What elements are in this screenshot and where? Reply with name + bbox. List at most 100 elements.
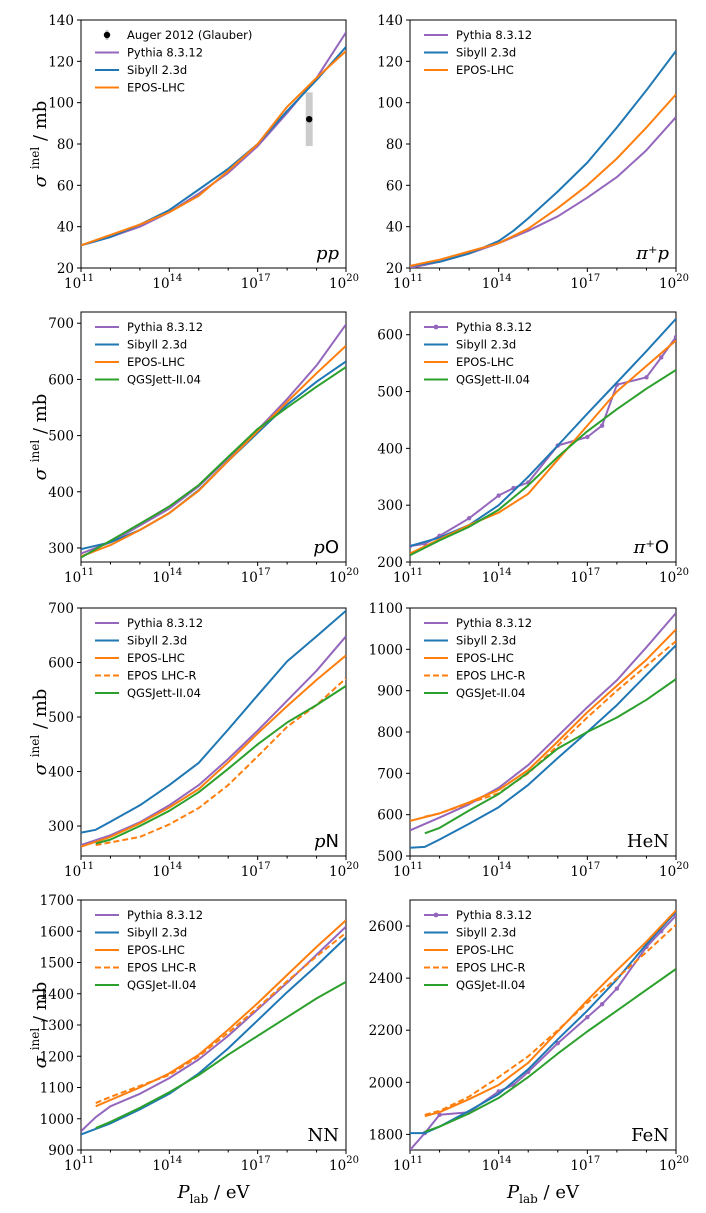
y-tick-label: 1100 bbox=[369, 601, 403, 617]
y-tick-label: 900 bbox=[377, 684, 403, 700]
y-tick-label: 600 bbox=[48, 656, 74, 672]
x-tick-label: 1017 bbox=[241, 861, 271, 880]
y-tick-label: 300 bbox=[48, 541, 74, 557]
series-line-epos-lhc-r bbox=[95, 932, 346, 1105]
x-tick-label: 1011 bbox=[64, 273, 94, 292]
series-line-sibyll-2-3d bbox=[410, 50, 676, 267]
y-tick-label: 1700 bbox=[40, 893, 74, 909]
legend-label-pythia-8-3-12: Pythia 8.3.12 bbox=[127, 46, 203, 60]
legend-label-pythia-8-3-12: Pythia 8.3.12 bbox=[127, 908, 203, 922]
legend-label-sibyll-2-3d: Sibyll 2.3d bbox=[127, 634, 187, 648]
series-line-sibyll-2-3d bbox=[410, 318, 676, 548]
panel-pi-p: 20 40 60 80 100 120 140 1011 1014 1017 1020 Pythia … bbox=[377, 13, 689, 292]
y-tick-label: 120 bbox=[377, 54, 403, 70]
y-tick-label: 80 bbox=[386, 137, 403, 153]
legend: Pythia 8.3.12 Sibyll 2.3d EPOS-LHC EPOS LHC… bbox=[424, 616, 532, 700]
panel-pi-o: 200 300 400 500 600 1011 1014 1017 1020 Pythia 8.… bbox=[377, 311, 689, 586]
series-point-pythia bbox=[599, 1001, 605, 1007]
y-tick-label: 700 bbox=[377, 766, 403, 782]
y-tick-label: 80 bbox=[57, 137, 74, 153]
legend-label-sibyll-2-3d: Sibyll 2.3d bbox=[456, 634, 516, 648]
legend: Pythia 8.3.12 Sibyll 2.3d EPOS-LHC EPOS LHC… bbox=[95, 616, 203, 700]
series-point-pythia bbox=[599, 423, 605, 428]
panel-hen: 500 600 700 800 900 1000 1100 1011 1014 1017 1020 P… bbox=[369, 601, 689, 880]
legend-label-epos-lhc: EPOS-LHC bbox=[456, 651, 514, 665]
x-axis-label: Plab / eV bbox=[177, 1182, 251, 1206]
plot-area bbox=[410, 909, 676, 1150]
series-line-epos-lhc-r bbox=[424, 640, 676, 818]
x-tick-label: 1014 bbox=[152, 1155, 182, 1174]
x-tick-label: 1017 bbox=[241, 1155, 271, 1174]
series-line-sibyll-2-3d bbox=[410, 911, 676, 1135]
legend-label-epos-lhc-r: EPOS LHC-R bbox=[456, 961, 525, 975]
x-tick-label: 1011 bbox=[393, 273, 423, 292]
legend: Pythia 8.3.12 Sibyll 2.3d EPOS-LHC EPOS LHC… bbox=[424, 908, 532, 992]
y-tick-label: 500 bbox=[377, 849, 403, 865]
y-tick-label: 40 bbox=[57, 220, 74, 236]
legend-label-sibyll-2-3d: Sibyll 2.3d bbox=[456, 46, 516, 60]
plot-area bbox=[81, 323, 346, 559]
x-tick-label: 1014 bbox=[482, 273, 512, 292]
panel-fen: 1800 2000 2200 2400 2600 1011 1014 1017 1020 Pyth… bbox=[369, 899, 689, 1206]
series-point-pythia bbox=[673, 334, 676, 340]
series-point-pythia bbox=[496, 493, 501, 498]
y-tick-label: 700 bbox=[48, 601, 74, 617]
plot-frame bbox=[80, 607, 347, 857]
auger-data-point bbox=[305, 116, 313, 123]
y-tick-label: 400 bbox=[48, 485, 74, 501]
series-line-qgsjet-ii-04 bbox=[424, 678, 676, 835]
legend-label-sibyll-2-3d: Sibyll 2.3d bbox=[127, 63, 187, 77]
x-tick-label: 1020 bbox=[329, 1155, 359, 1174]
legend-label-epos-lhc: EPOS-LHC bbox=[127, 81, 185, 95]
y-tick-label: 40 bbox=[386, 220, 403, 236]
panel-label: NN bbox=[308, 1125, 340, 1146]
x-tick-label: 1011 bbox=[64, 1155, 94, 1174]
y-tick-label: 100 bbox=[48, 96, 74, 112]
x-tick-label: 1014 bbox=[482, 861, 512, 880]
legend-label-qgsjett-ii-04: QGSJett-II.04 bbox=[127, 373, 201, 387]
plot-area bbox=[81, 919, 346, 1136]
series-point-pythia bbox=[466, 516, 472, 521]
panel-label: pN bbox=[314, 831, 339, 852]
legend-label-qgsjett-ii-04: QGSJett-II.04 bbox=[456, 373, 530, 387]
plot-area bbox=[410, 612, 676, 849]
x-tick-label: 1020 bbox=[659, 273, 689, 292]
plot-area bbox=[81, 31, 346, 247]
x-tick-label: 1020 bbox=[659, 861, 689, 880]
legend: Pythia 8.3.12 Sibyll 2.3d EPOS-LHC QGSJett-… bbox=[424, 320, 532, 387]
legend-marker-pythia bbox=[433, 912, 439, 918]
series-line-epos-lhc bbox=[81, 344, 346, 558]
series-line-sibyll-2-3d bbox=[81, 360, 346, 551]
y-tick-label: 1200 bbox=[40, 1049, 74, 1065]
series-line-pythia-8-3-12 bbox=[81, 635, 346, 847]
plot-area bbox=[410, 318, 676, 557]
y-tick-label: 140 bbox=[377, 13, 403, 29]
legend-label-sibyll-2-3d: Sibyll 2.3d bbox=[127, 926, 187, 940]
y-axis-label: σ inel / mb bbox=[28, 101, 51, 188]
series-line-epos-lhc bbox=[410, 93, 676, 267]
y-tick-label: 600 bbox=[377, 808, 403, 824]
series-point-pythia bbox=[585, 1014, 590, 1020]
panel-po: 300 400 500 600 700 1011 1014 1017 1020 Pythia 8.… bbox=[28, 311, 359, 586]
panel-label: pp bbox=[316, 243, 340, 264]
y-tick-label: 500 bbox=[48, 710, 74, 726]
legend-label-sibyll-2-3d: Sibyll 2.3d bbox=[456, 926, 516, 940]
y-tick-label: 200 bbox=[377, 555, 403, 571]
plot-frame bbox=[409, 607, 677, 857]
y-tick-label: 600 bbox=[377, 328, 403, 344]
plot-area bbox=[410, 50, 676, 268]
legend-label-epos-lhc-r: EPOS LHC-R bbox=[127, 669, 196, 683]
series-line-pythia-8-3-12 bbox=[81, 323, 346, 555]
y-tick-label: 2000 bbox=[369, 1075, 403, 1091]
legend-label-pythia-8-3-12: Pythia 8.3.12 bbox=[127, 320, 203, 334]
y-tick-label: 1600 bbox=[40, 924, 74, 940]
legend-label-epos-lhc: EPOS-LHC bbox=[127, 943, 185, 957]
x-tick-label: 1017 bbox=[570, 567, 600, 586]
y-tick-label: 1100 bbox=[40, 1081, 74, 1097]
legend-label-sibyll-2-3d: Sibyll 2.3d bbox=[127, 338, 187, 352]
y-tick-label: 2200 bbox=[369, 1023, 403, 1039]
legend-marker-auger bbox=[103, 31, 111, 39]
x-tick-label: 1020 bbox=[659, 1155, 689, 1174]
series-line-sibyll-2-3d bbox=[81, 46, 346, 247]
x-axis-label: Plab / eV bbox=[506, 1182, 580, 1206]
